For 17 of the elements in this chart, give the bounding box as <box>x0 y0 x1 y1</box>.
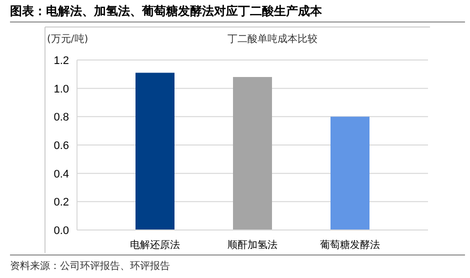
y-tick-label: 1.0 <box>54 83 69 96</box>
x-tick-label: 葡萄糖发酵法 <box>320 239 380 251</box>
y-axis-title: (万元/吨) <box>47 33 88 45</box>
x-tick-label: 电解还原法 <box>130 239 180 251</box>
bar <box>136 72 174 230</box>
text: 资料来源：公司环评报告、环评报告 <box>10 260 170 272</box>
x-tick-label: 顺酐加氢法 <box>228 239 278 251</box>
chart-title: 图表：电解法、加氢法、葡萄糖发酵法对应丁二酸生产成本 <box>10 4 323 18</box>
bar <box>233 77 272 230</box>
y-tick-label: 0.4 <box>54 168 69 180</box>
y-tick-label: 0.6 <box>54 140 69 152</box>
bar <box>330 116 370 230</box>
y-tick-label: 0.8 <box>54 112 69 124</box>
y-tick-label: 0.0 <box>54 225 69 237</box>
chart-subtitle: 丁二酸单吨成本比较 <box>228 33 318 45</box>
y-tick-label: 1.2 <box>54 55 69 67</box>
y-tick-label: 0.2 <box>54 196 69 209</box>
